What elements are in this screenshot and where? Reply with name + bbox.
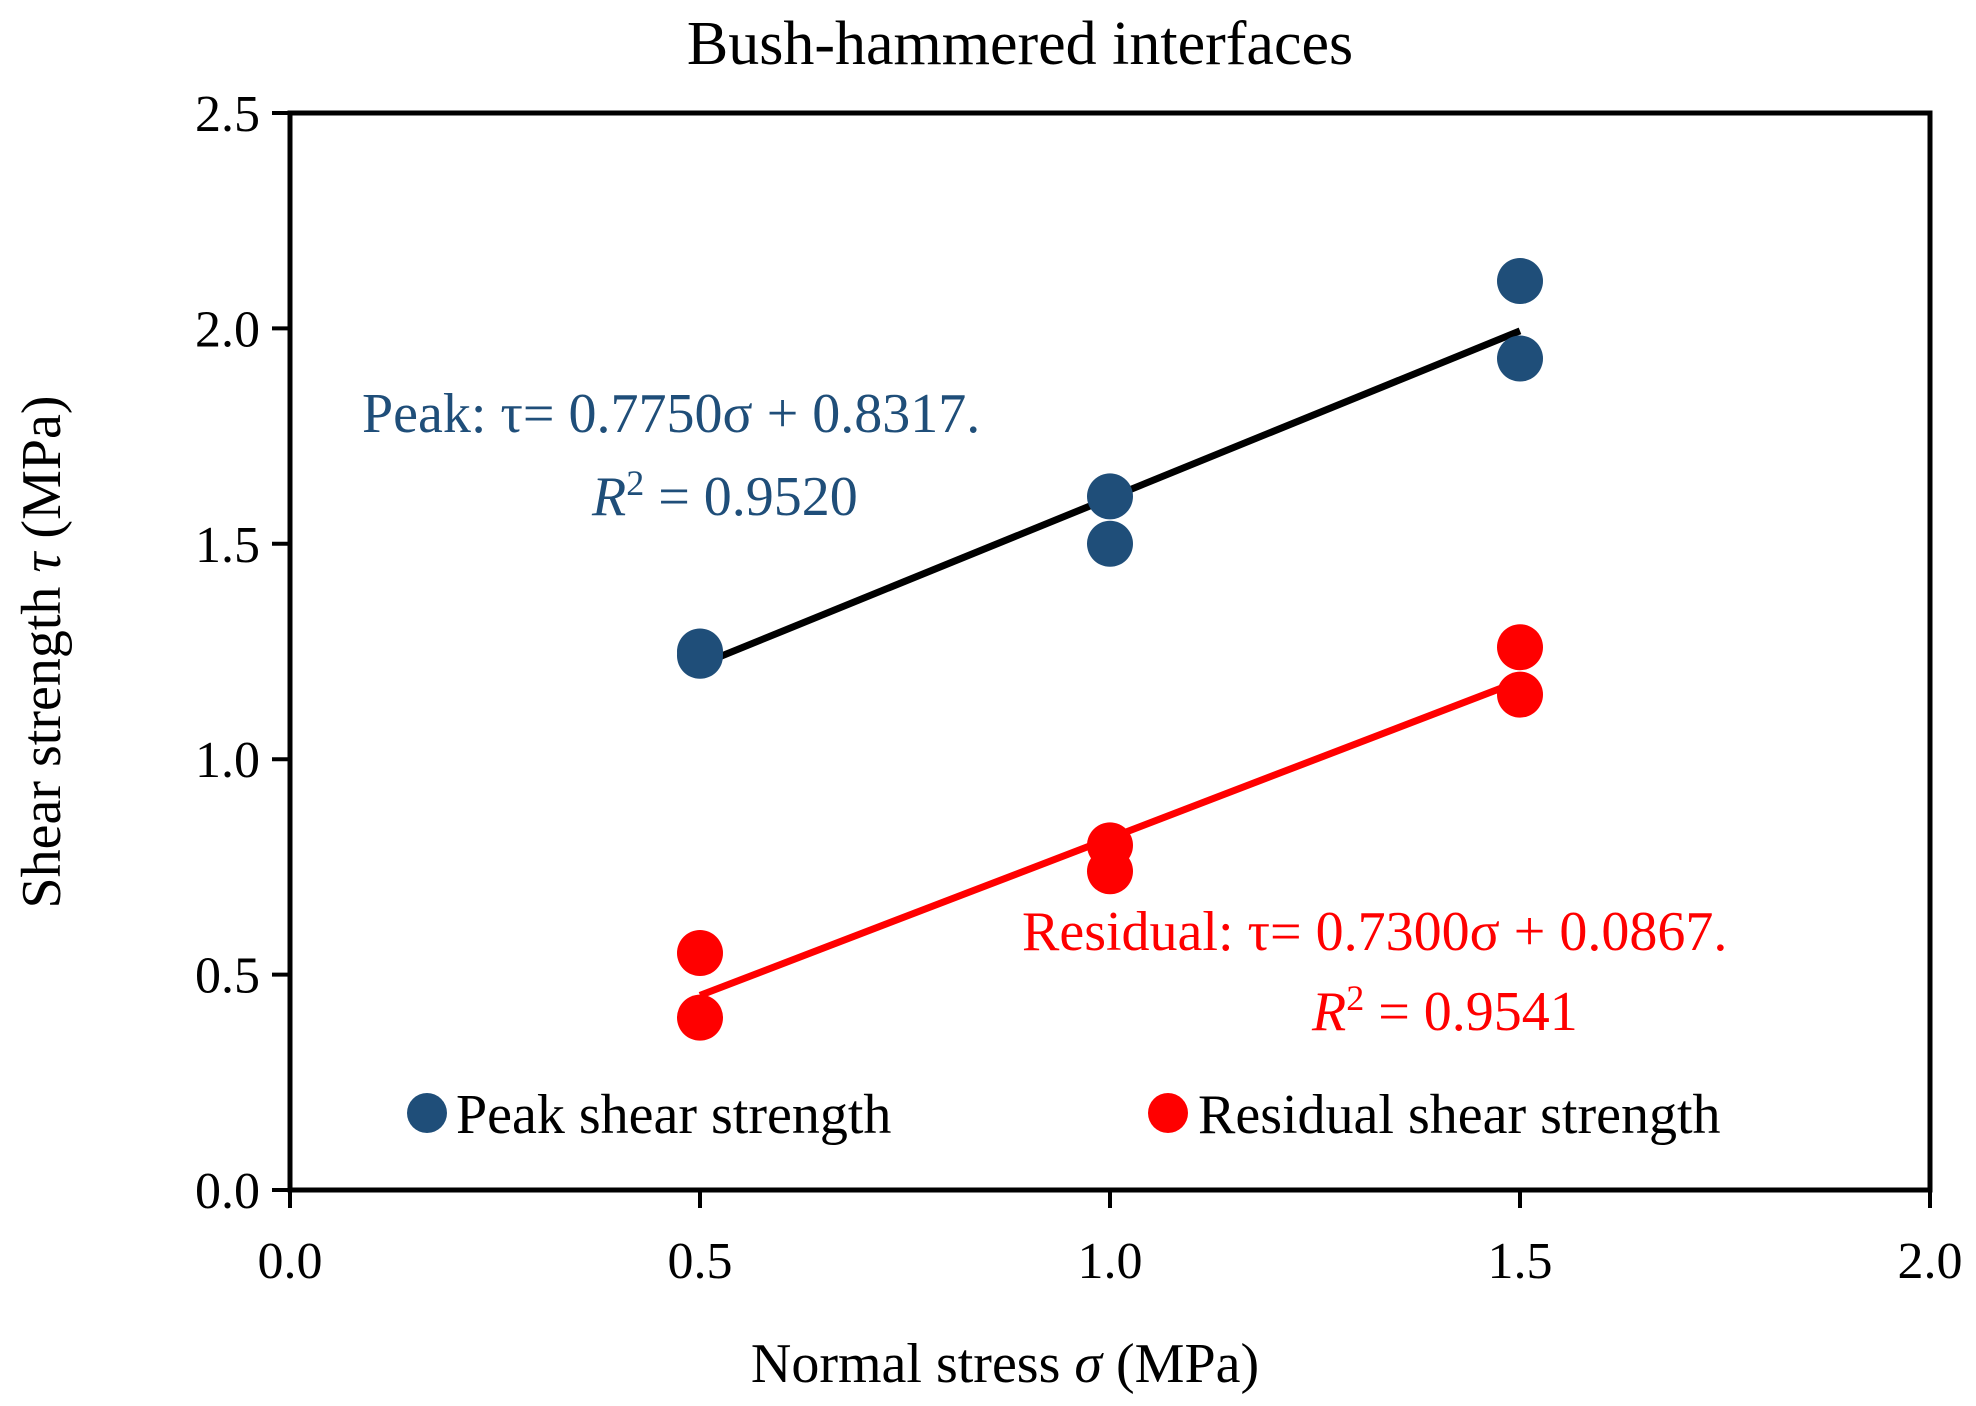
x-tick-label: 0.5 (668, 1233, 733, 1290)
y-tick-label: 2.5 (195, 86, 260, 143)
residual-data-point (1497, 671, 1543, 718)
y-tick-label: 1.5 (195, 517, 260, 574)
y-tick-label: 0.5 (195, 948, 260, 1005)
peak-data-point (1087, 473, 1133, 520)
peak-data-point (1497, 335, 1543, 382)
x-tick-label: 0.0 (258, 1233, 323, 1290)
residual-data-point (1087, 848, 1133, 895)
x-tick-label: 2.0 (1898, 1233, 1963, 1290)
plot-frame (287, 110, 1933, 1193)
x-tick-label: 1.5 (1488, 1233, 1553, 1290)
legend-marker-peak (407, 1093, 447, 1133)
chart-title: Bush-hammered interfaces (687, 10, 1353, 78)
x-tick-label: 1.0 (1078, 1233, 1143, 1290)
peak-equation: Peak: τ= 0.7750σ + 0.8317. (362, 383, 980, 445)
legend: Peak shear strength Residual shear stren… (407, 1084, 1721, 1146)
x-axis-label: Normal stress σ (MPa) (751, 1333, 1259, 1395)
y-tick-label: 1.0 (195, 732, 260, 789)
residual-r2: R2 = 0.9541 (1311, 978, 1578, 1043)
legend-label-residual: Residual shear strength (1198, 1084, 1721, 1146)
residual-equation: Residual: τ= 0.7300σ + 0.0867. (1022, 901, 1727, 963)
residual-data-point (677, 994, 723, 1041)
legend-marker-residual (1148, 1093, 1188, 1133)
peak-data-point (677, 628, 723, 675)
legend-label-peak: Peak shear strength (456, 1084, 891, 1146)
residual-data-point (1497, 624, 1543, 671)
y-tick-label: 0.0 (195, 1163, 260, 1220)
y-tick-label: 2.0 (195, 301, 260, 358)
peak-data-point (1087, 520, 1133, 567)
peak-r2: R2 = 0.9520 (591, 463, 858, 528)
residual-data-point (677, 930, 723, 977)
peak-data-point (1497, 258, 1543, 305)
y-axis-label: Shear strength τ (MPa) (11, 395, 73, 908)
